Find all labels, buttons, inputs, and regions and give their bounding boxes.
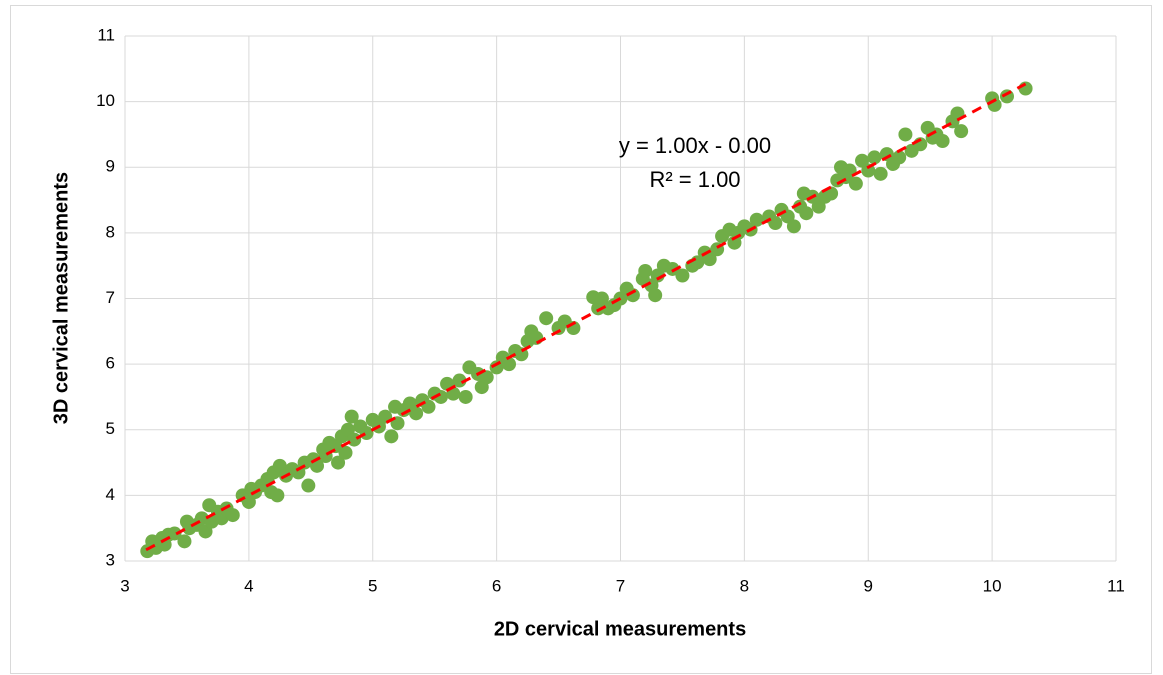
point — [648, 288, 663, 303]
point — [433, 389, 448, 404]
point — [270, 488, 285, 503]
point — [1018, 81, 1033, 96]
y-tick-label: 11 — [97, 25, 115, 44]
y-tick-label: 3 — [106, 550, 115, 569]
x-axis-title: 2D cervical measurements — [494, 618, 746, 640]
y-tick-label: 7 — [106, 288, 115, 307]
x-tick-label: 4 — [244, 576, 253, 595]
point — [344, 409, 359, 424]
point — [749, 212, 764, 227]
point — [479, 370, 494, 385]
point — [702, 252, 717, 267]
x-tick-label: 6 — [492, 576, 501, 595]
x-tick-label: 7 — [616, 576, 625, 595]
point — [347, 432, 362, 447]
point — [301, 478, 316, 493]
point — [638, 263, 653, 278]
point — [625, 288, 640, 303]
point — [384, 429, 399, 444]
point — [892, 150, 907, 165]
y-tick-label: 6 — [106, 354, 115, 373]
y-tick-label: 10 — [96, 91, 115, 110]
trendline — [145, 82, 1027, 552]
point — [848, 176, 863, 191]
point — [539, 311, 554, 326]
point — [167, 526, 182, 541]
y-tick-label: 9 — [106, 157, 115, 176]
point — [177, 534, 192, 549]
point — [225, 508, 240, 523]
x-tick-label: 9 — [864, 576, 873, 595]
point — [665, 261, 680, 276]
point — [502, 357, 517, 372]
point — [799, 206, 814, 221]
point — [409, 406, 424, 421]
x-tick-label: 11 — [1107, 576, 1125, 595]
point — [452, 373, 467, 388]
point — [999, 89, 1014, 104]
equation: y = 1.00x - 0.00 — [619, 133, 771, 158]
point — [935, 134, 950, 148]
x-tick-label: 5 — [368, 576, 377, 595]
point — [359, 426, 374, 441]
point — [867, 150, 882, 165]
r-squared: R² = 1.00 — [649, 167, 740, 192]
point — [873, 166, 888, 181]
y-tick-label: 8 — [106, 222, 115, 241]
point — [768, 216, 783, 231]
chart-frame — [10, 5, 1152, 674]
point — [458, 389, 473, 404]
point — [954, 124, 969, 139]
point — [529, 330, 544, 345]
point — [898, 127, 913, 142]
x-tick-label: 10 — [983, 576, 1002, 595]
x-tick-label: 3 — [120, 576, 129, 595]
y-tick-label: 4 — [106, 485, 115, 504]
point — [331, 455, 346, 470]
point — [675, 268, 690, 283]
y-tick-label: 5 — [106, 419, 115, 438]
point — [786, 219, 801, 234]
point — [338, 445, 353, 460]
y-axis-title: 3D cervical measurements — [50, 172, 72, 424]
x-tick-label: 8 — [740, 576, 749, 595]
